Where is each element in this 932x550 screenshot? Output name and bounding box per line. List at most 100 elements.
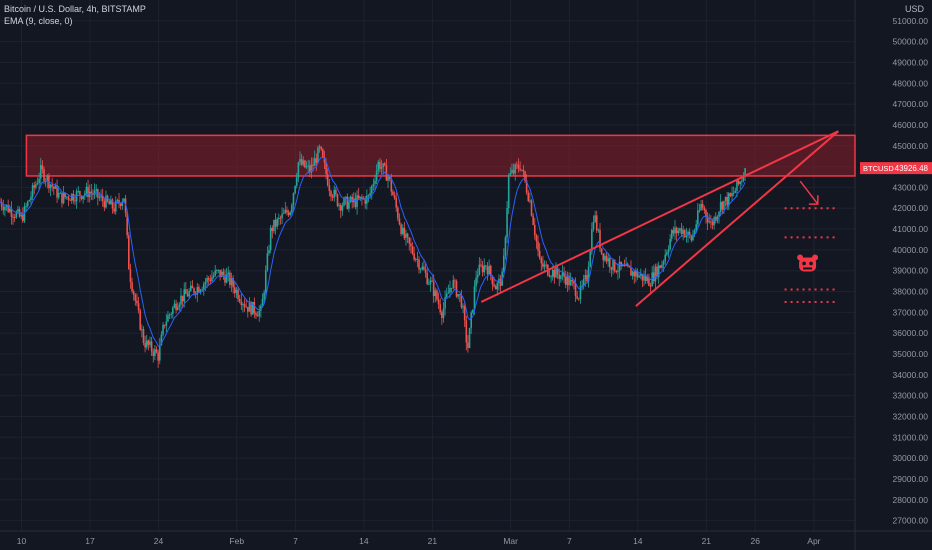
candle-body [556, 267, 559, 275]
candle-body [581, 285, 583, 287]
candle-body [574, 283, 577, 297]
candle-body [721, 201, 724, 210]
candle-body [266, 253, 269, 270]
candle-body [654, 266, 657, 282]
candle-body [587, 266, 590, 282]
candle-body [126, 212, 128, 236]
candle-body [95, 189, 97, 191]
candle-body [207, 277, 210, 280]
candle-body [387, 176, 389, 181]
candle-body [364, 198, 367, 204]
candle-body [406, 233, 409, 238]
time-axis[interactable]: 10 17 24 Feb 7 14 21 Mar 7 14 21 26 Apr [17, 536, 821, 546]
candle-body [713, 217, 715, 226]
candle-body [59, 192, 62, 194]
candle-body [620, 261, 622, 267]
candle-body [237, 289, 239, 300]
chart-legend: Bitcoin / U.S. Dollar, 4h, BITSTAMP EMA … [4, 3, 146, 27]
candle-body [206, 277, 208, 283]
candle-body [701, 203, 704, 208]
y-tick-label: 39000.00 [893, 266, 929, 276]
candle-body [706, 216, 709, 223]
price-axis[interactable]: 27000.00 28000.00 29000.00 30000.00 31000.00… [893, 16, 929, 526]
candle-body [613, 259, 616, 272]
candle-body [662, 261, 665, 265]
candle-body [548, 275, 551, 277]
candle-body [300, 158, 303, 165]
candle-body [656, 266, 658, 277]
candle-body [592, 221, 595, 230]
candle-body [17, 209, 19, 213]
candle-body [251, 301, 254, 315]
candle-body [203, 283, 205, 290]
candle-body [439, 304, 442, 313]
candle-body [359, 196, 362, 199]
x-tick-label: 26 [750, 536, 760, 546]
resistance-zone [25, 134, 856, 177]
down-arrow-shaft [799, 180, 819, 205]
candle-body [108, 201, 111, 205]
candle-body [533, 224, 536, 236]
candle-body [568, 276, 570, 286]
candle-body [5, 204, 8, 207]
candle-body [428, 284, 430, 285]
candle-body [103, 200, 106, 208]
candle-body [695, 224, 697, 231]
x-tick-label: 21 [702, 536, 712, 546]
candle-body [294, 185, 296, 194]
candle-body [10, 208, 13, 217]
candle-body [555, 267, 557, 278]
symbol-title[interactable]: Bitcoin / U.S. Dollar, 4h, BITSTAMP [4, 4, 146, 14]
bear-icon-eye [802, 261, 806, 266]
candle-body [529, 200, 531, 202]
candle-body [289, 212, 292, 216]
ema-indicator-label[interactable]: EMA (9, close, 0) [4, 16, 73, 26]
candle-body [299, 158, 301, 163]
candle-body [155, 349, 158, 353]
candle-body [516, 164, 518, 166]
candle-body [225, 274, 228, 283]
candle-body [551, 269, 554, 277]
candle-body [649, 285, 652, 287]
candle-body [605, 255, 608, 262]
candle-body [667, 249, 670, 253]
candle-body [183, 289, 186, 302]
candle-body [39, 165, 42, 179]
candle-body [43, 169, 45, 182]
currency-label[interactable]: USD [904, 4, 924, 14]
candle-body [698, 209, 701, 211]
candle-body [167, 315, 169, 322]
x-tick-label: 14 [359, 536, 369, 546]
candle-body [744, 168, 746, 176]
candle-body [473, 286, 476, 310]
candle-body [522, 169, 525, 172]
candle-body [573, 281, 575, 284]
candle-body [690, 235, 693, 241]
candle-body [343, 198, 345, 206]
candle-body [248, 302, 251, 312]
candle-body [682, 230, 684, 234]
candle-body [410, 243, 412, 247]
candle-body [599, 229, 601, 249]
candle-body [447, 292, 450, 294]
candle-body [664, 254, 667, 262]
candle-body [395, 198, 397, 208]
candle-body [284, 209, 287, 213]
candle-body [168, 314, 171, 316]
ema-line [0, 156, 746, 347]
candle-body [535, 235, 538, 242]
candle-body [20, 214, 22, 217]
candle-body [683, 230, 686, 238]
candle-body [49, 184, 52, 189]
candle-body [550, 276, 552, 278]
y-tick-label: 37000.00 [893, 307, 929, 317]
candle-body [688, 231, 691, 236]
candle-body [429, 280, 432, 285]
candle-body [338, 204, 340, 206]
candle-body [382, 163, 384, 168]
candle-body [527, 192, 530, 201]
candle-body [431, 280, 433, 282]
candle-body [186, 293, 189, 297]
x-tick-label: 24 [154, 536, 164, 546]
